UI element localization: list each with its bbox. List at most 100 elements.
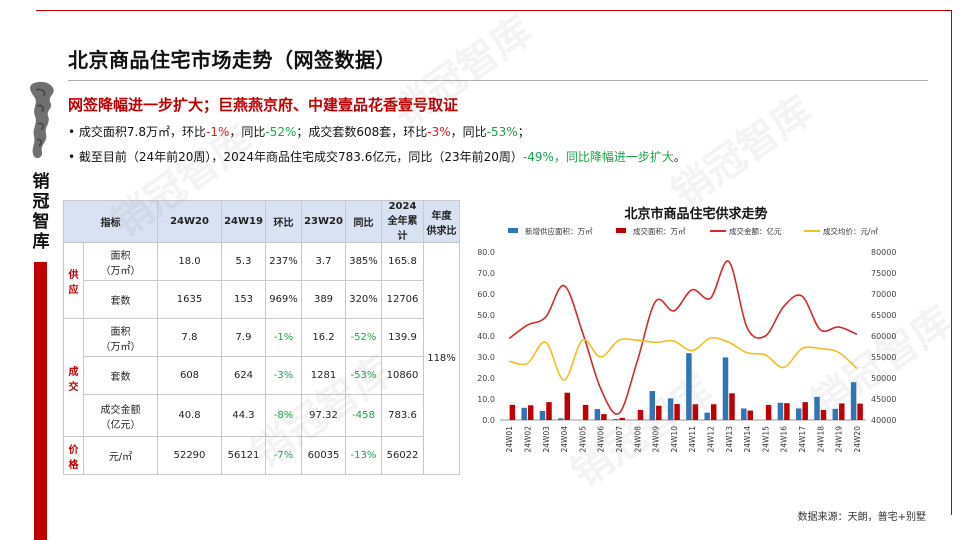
- y-left-tick-label: 0.0: [482, 416, 495, 425]
- x-tick-label: 24W20: [853, 426, 862, 453]
- table-row: 成交金额 （亿元） 40.8 44.3 -8% 97.32 -458 783.6: [64, 394, 460, 437]
- table-cell: 12706: [381, 280, 424, 319]
- title-divider: [68, 80, 928, 81]
- table-cell: 60035: [301, 436, 346, 475]
- table-header-cell: 年度 供求比: [423, 200, 460, 243]
- x-tick-label: 24W01: [505, 426, 514, 453]
- deal-area-bar: [839, 403, 845, 420]
- table-cell: 7.9: [221, 318, 266, 357]
- table-cell: 10860: [381, 356, 424, 395]
- supply-area-bar: [832, 408, 839, 420]
- table-cell: 385%: [345, 242, 382, 281]
- y-right-tick-label: 75000: [871, 269, 896, 278]
- table-cell: 320%: [345, 280, 382, 319]
- table-row-label: 元/㎡: [83, 436, 158, 475]
- table-header-cell: 指标: [63, 200, 158, 243]
- y-right-tick-label: 40000: [871, 416, 896, 425]
- deal-area-bar: [546, 402, 552, 420]
- table-cell: 153: [221, 280, 266, 319]
- table-header-cell: 24W19: [221, 200, 266, 243]
- data-source-note: 数据来源：天朗，普宅+别墅: [797, 512, 926, 523]
- bullet-text-run: • 截至目前（24年前20周），2024年商品住宅成交783.6亿元，同比（23…: [68, 150, 523, 164]
- table-header-cell: 23W20: [301, 200, 346, 243]
- table-cell: -52%: [345, 318, 382, 357]
- bronze-figure-logo-icon: [30, 81, 54, 159]
- table-cell: 18.0: [157, 242, 222, 281]
- table-row: 供应面积 （万㎡） 18.0 5.3 237% 3.7 385% 165.8 118%: [63, 242, 460, 475]
- supply-area-bar: [521, 407, 527, 420]
- table-row-label: 面积 （万㎡）: [83, 318, 158, 357]
- deal-area-bar: [509, 404, 516, 420]
- watermark: 销冠智库: [383, 7, 542, 138]
- table-cell: 5.3: [221, 242, 266, 281]
- table-header-row: 指标 24W20 24W19 环比 23W20 同比 2024 全年累计 年度 供求比: [63, 200, 460, 243]
- chart-title: 北京市商品住宅供求走势: [624, 207, 768, 222]
- table-cell: 237%: [265, 242, 302, 281]
- table-cell: 56121: [221, 436, 266, 475]
- table-row: 成交面积 （万㎡） 7.8 7.9 -1% 16.2 -52% 139.9: [63, 318, 460, 437]
- market-indicator-table: 指标 24W20 24W19 环比 23W20 同比 2024 全年累计 年度 供求比 供应面积（…: [63, 200, 460, 475]
- table-cell: 139.9: [381, 318, 424, 357]
- x-tick-label: 24W09: [652, 426, 661, 453]
- table-cell: 97.32: [301, 394, 346, 437]
- legend-swatch: [616, 228, 626, 233]
- x-tick-label: 24W08: [633, 426, 642, 453]
- deal-area-bar: [820, 409, 827, 420]
- table-cell: -13%: [345, 436, 382, 475]
- left-accent-bar: [34, 262, 47, 540]
- supply-area-bar: [558, 418, 564, 420]
- y-left-tick-label: 60.0: [477, 290, 495, 299]
- deal-amount-line: [508, 260, 858, 415]
- table-cell: 3.7: [301, 242, 346, 281]
- table-row: 套数 1635 153 969% 389 320% 12706: [64, 280, 460, 319]
- y-right-tick-label: 65000: [871, 311, 896, 320]
- table-header-cell: 同比: [345, 200, 382, 243]
- table-cell: 624: [221, 356, 266, 395]
- supply-area-bar: [612, 418, 619, 420]
- deal-area-bar: [784, 403, 790, 420]
- supply-area-bar: [741, 408, 747, 420]
- brand-name: 销冠智库: [32, 172, 50, 252]
- x-tick-label: 24W13: [725, 426, 734, 453]
- x-tick-label: 24W07: [615, 426, 624, 453]
- table-header-cell: 环比: [265, 200, 302, 243]
- table-group-label: 价格: [63, 436, 84, 475]
- table-cell: 40.8: [157, 394, 222, 437]
- table-cell: 7.8: [157, 318, 222, 357]
- y-right-tick-label: 50000: [871, 374, 896, 383]
- table-cell: 56022: [381, 436, 424, 475]
- y-right-tick-label: 70000: [871, 290, 896, 299]
- deal-area-bar: [582, 404, 589, 420]
- bullet-text-run: • 成交面积7.8万㎡，环比: [68, 125, 206, 139]
- legend-label: 成交金额：亿元: [729, 226, 782, 236]
- bullet-text-run: ；: [517, 125, 530, 139]
- supply-area-bar: [795, 408, 802, 420]
- table-row-label: 面积 （万㎡）: [83, 242, 158, 281]
- bullet-ytd-summary: • 截至目前（24年前20周），2024年商品住宅成交783.6亿元，同比（23…: [68, 148, 686, 165]
- table-cell: -458: [345, 394, 382, 437]
- bullet-text-run: ；成交套数608套，环比: [296, 125, 428, 139]
- table-row-label: 套数: [83, 356, 158, 395]
- supply-demand-ratio-cell: 118%: [423, 242, 460, 475]
- avg-price-line: [508, 336, 858, 381]
- bullet-text-run: ，同比: [229, 125, 266, 139]
- table-cell: -3%: [265, 356, 302, 395]
- table-cell: 44.3: [221, 394, 266, 437]
- deal-area-bar: [802, 402, 808, 420]
- y-left-tick-label: 30.0: [477, 353, 495, 362]
- y-left-tick-label: 10.0: [477, 395, 495, 404]
- x-tick-label: 24W05: [578, 426, 587, 453]
- y-left-tick-label: 40.0: [477, 332, 495, 341]
- table-header-cell: 24W20: [157, 200, 222, 243]
- bullet-text-run: -3%: [427, 125, 451, 139]
- deal-area-bar: [710, 404, 717, 420]
- table-cell: 16.2: [301, 318, 346, 357]
- deal-area-bar: [765, 404, 772, 420]
- x-tick-label: 24W04: [560, 426, 569, 453]
- bullet-text-run: ，同比降幅进一步扩大: [553, 150, 674, 164]
- supply-area-bar: [814, 396, 820, 420]
- deal-area-bar: [692, 404, 699, 420]
- x-tick-label: 24W02: [523, 426, 532, 453]
- x-tick-label: 24W16: [780, 426, 789, 453]
- x-tick-label: 24W15: [761, 426, 770, 453]
